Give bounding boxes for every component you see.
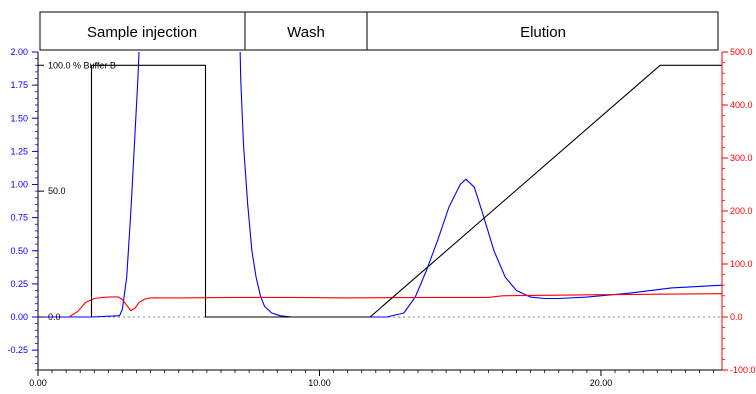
phase-label-elution: Elution (520, 24, 566, 41)
buffer-axis-label: 0.0 (48, 312, 61, 322)
right-axis-tick-label: 0.0 (730, 312, 743, 322)
x-axis-tick-label: 0.00 (29, 378, 47, 388)
left-axis-tick-label: 0.00 (10, 312, 28, 322)
x-axis-tick-label: 20.00 (590, 378, 613, 388)
right-series-line (68, 293, 722, 318)
buffer-axis-label: 50.0 (48, 186, 66, 196)
buffer-axis-label: 100.0 % Buffer B (48, 60, 116, 70)
x-axis-tick-label: 10.00 (308, 378, 331, 388)
left-axis-tick-label: 1.75 (10, 80, 28, 90)
left-axis-tick-label: 1.25 (10, 146, 28, 156)
right-axis-tick-label: 300.0 (730, 153, 753, 163)
left-axis-tick-label: 1.50 (10, 113, 28, 123)
right-axis-tick-label: 100.0 (730, 259, 753, 269)
phase-label-sample-injection: Sample injection (87, 24, 197, 41)
phase-label-wash: Wash (287, 24, 325, 41)
left-axis-tick-label: 1.00 (10, 180, 28, 190)
axes-layer: 2.00 1.75 1.50 1.25 1.00 0.75 0.50 0.25 0.00 -0.2… (7, 47, 755, 388)
left-axis-tick-label: 0.25 (10, 279, 28, 289)
right-axis-tick-label: 500.0 (730, 47, 753, 57)
phase-banner: Sample injection Wash Elution (39, 11, 719, 51)
series-layer (38, 52, 722, 318)
left-series-line (38, 52, 722, 318)
phase-banner-frame (39, 11, 719, 51)
left-axis-tick-label: 0.50 (10, 246, 28, 256)
buffer-series-line (90, 64, 722, 318)
left-axis-tick-label: -0.25 (7, 345, 28, 355)
right-axis-tick-label: -100.0 (730, 365, 756, 375)
left-axis-tick-label: 2.00 (10, 47, 28, 57)
right-axis-tick-label: 400.0 (730, 100, 753, 110)
left-axis-tick-label: 0.75 (10, 213, 28, 223)
right-axis-tick-label: 200.0 (730, 206, 753, 216)
